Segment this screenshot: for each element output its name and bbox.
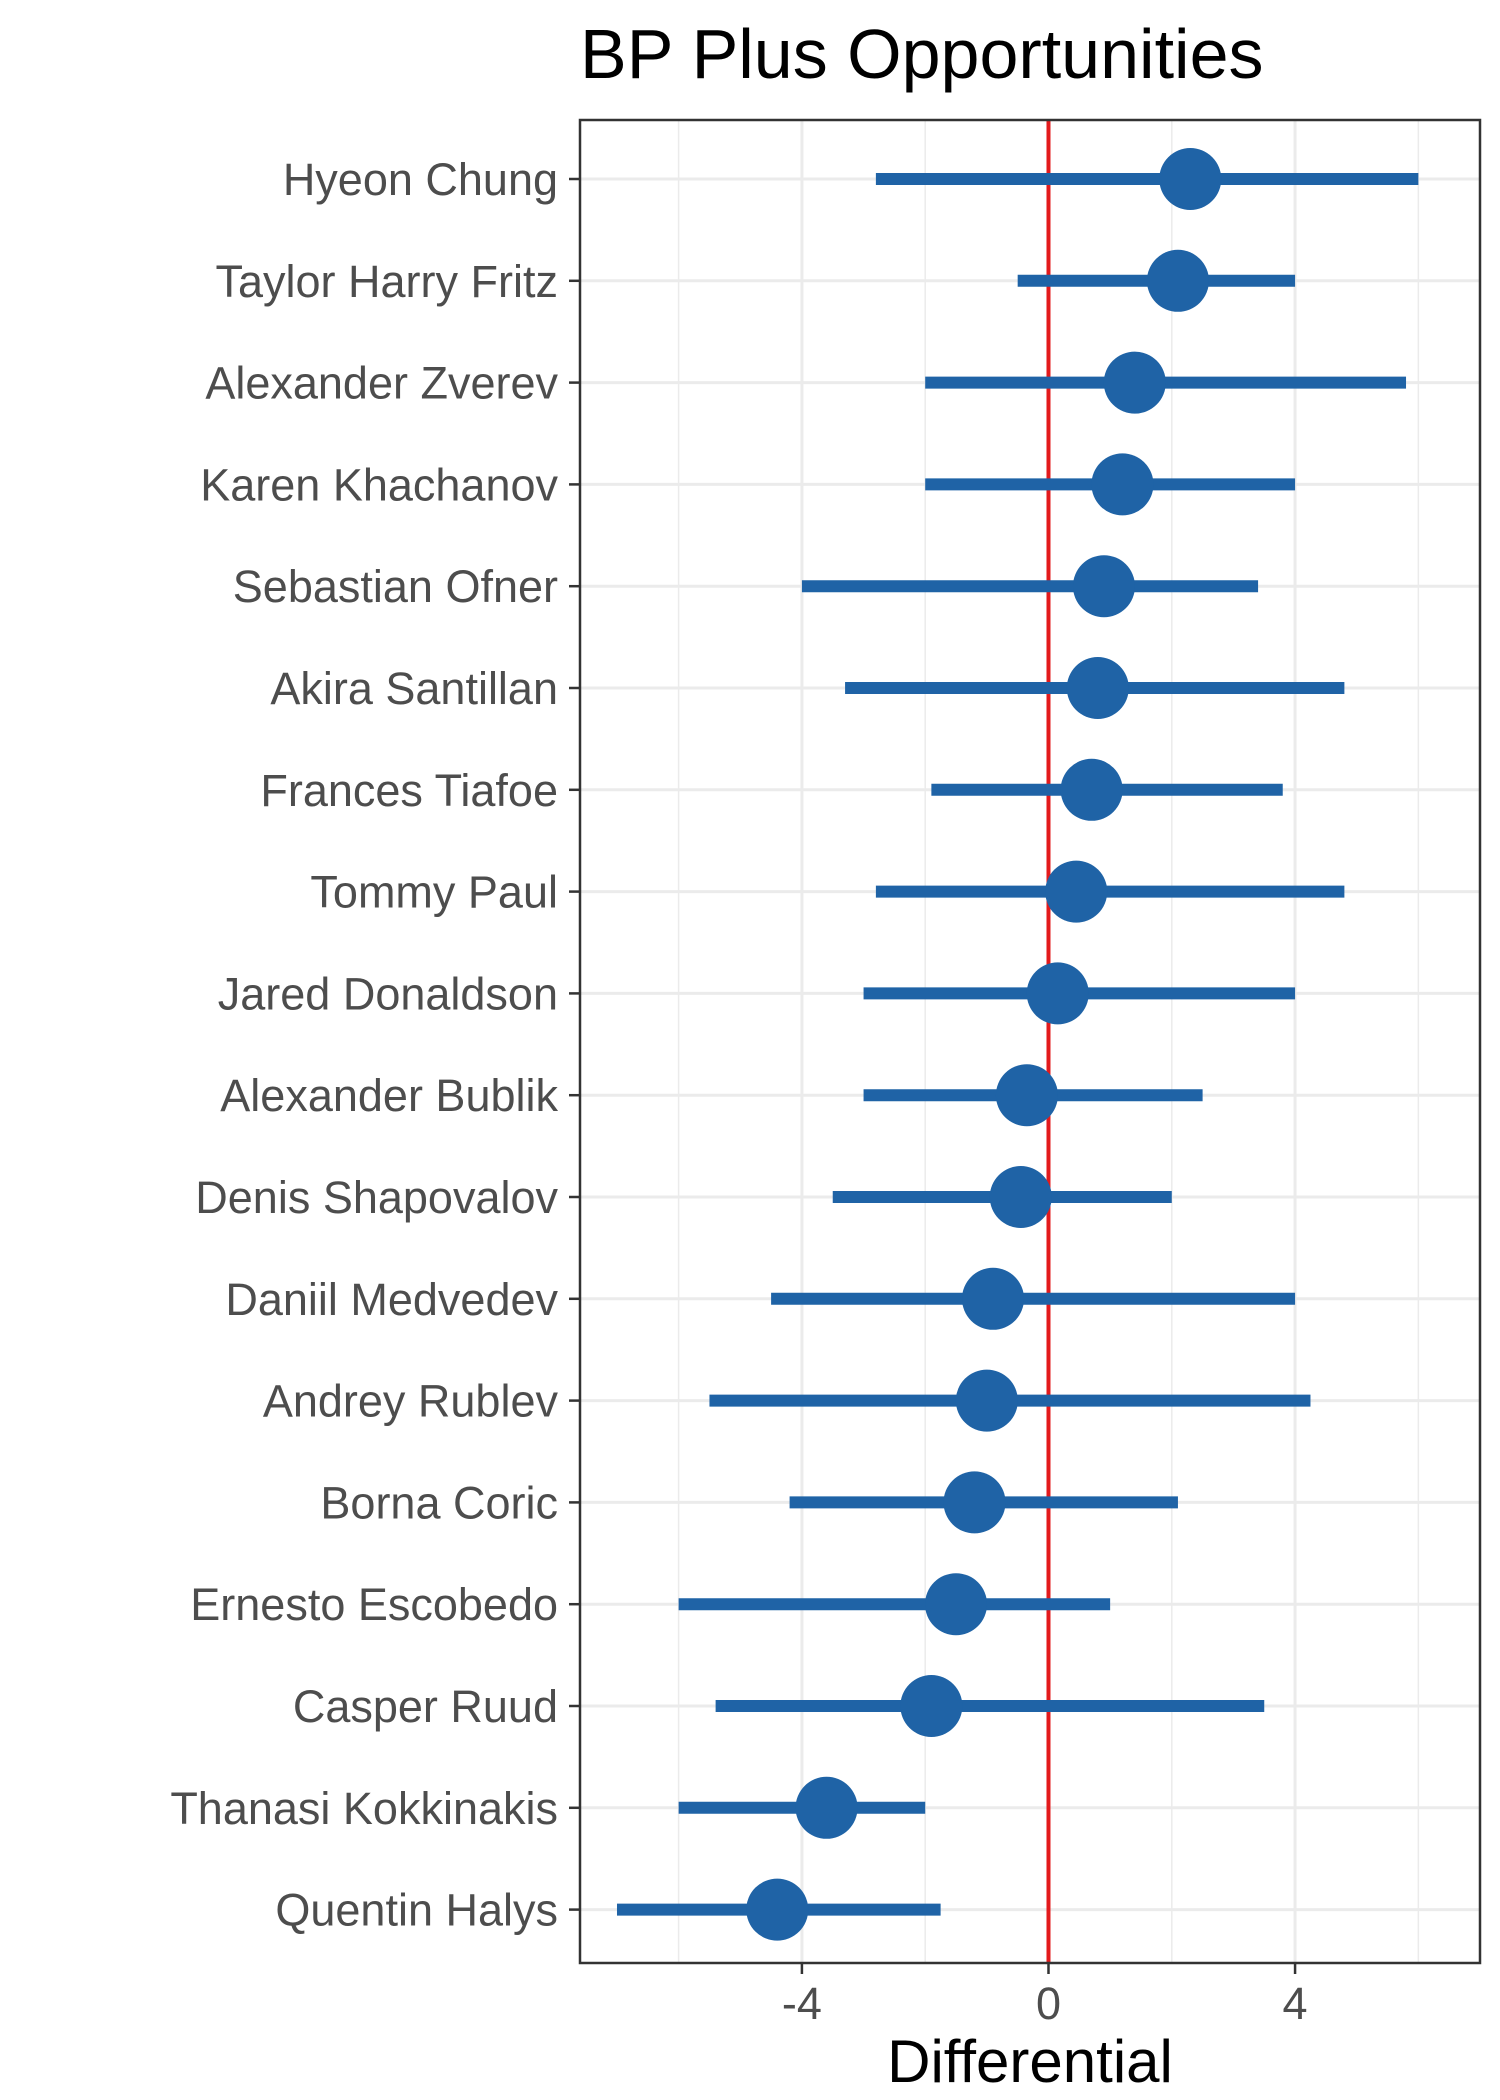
y-tick-label: Alexander Bublik bbox=[220, 1070, 558, 1121]
chart-title: BP Plus Opportunities bbox=[580, 15, 1264, 93]
estimate-point bbox=[746, 1878, 809, 1941]
y-tick-label: Taylor Harry Fritz bbox=[215, 256, 558, 307]
estimate-point bbox=[1159, 148, 1222, 210]
estimate-point bbox=[989, 1166, 1052, 1228]
y-axis: Hyeon Chung Taylor Harry Fritz Alexander Z… bbox=[170, 154, 580, 1936]
y-tick-label: Ernesto Escobedo bbox=[190, 1579, 558, 1630]
estimate-point bbox=[1103, 351, 1166, 414]
y-tick-label: Casper Ruud bbox=[293, 1681, 558, 1732]
estimate-point bbox=[955, 1369, 1018, 1432]
estimate-point bbox=[1091, 453, 1154, 516]
y-tick-label: Quentin Halys bbox=[275, 1885, 558, 1936]
y-tick-label: Daniil Medvedev bbox=[225, 1274, 558, 1325]
y-tick-label: Alexander Zverev bbox=[205, 358, 558, 409]
x-tick-label: -4 bbox=[782, 1978, 822, 2029]
estimate-point bbox=[1066, 657, 1129, 719]
estimate-point bbox=[1045, 860, 1108, 923]
estimate-point bbox=[943, 1471, 1006, 1534]
y-tick-label: Denis Shapovalov bbox=[195, 1172, 558, 1223]
estimate-point bbox=[995, 1064, 1058, 1127]
y-tick-label: Karen Khachanov bbox=[200, 459, 558, 510]
interval-layer bbox=[616, 173, 1419, 1916]
estimate-point bbox=[1146, 249, 1209, 312]
y-tick-label: Hyeon Chung bbox=[283, 154, 558, 205]
estimate-point bbox=[1060, 758, 1123, 821]
estimate-point bbox=[1026, 962, 1089, 1025]
estimate-point bbox=[962, 1267, 1025, 1330]
point-layer bbox=[746, 148, 1222, 1941]
estimate-point bbox=[1072, 555, 1135, 618]
panel-border bbox=[578, 118, 1482, 1965]
y-tick-label: Jared Donaldson bbox=[218, 968, 558, 1019]
y-tick-label: Akira Santillan bbox=[270, 663, 558, 714]
y-tick-label: Tommy Paul bbox=[310, 867, 558, 918]
estimate-point bbox=[925, 1573, 988, 1636]
y-tick-label: Borna Coric bbox=[320, 1477, 558, 1528]
y-tick-label: Frances Tiafoe bbox=[260, 765, 558, 816]
y-tick-label: Andrey Rublev bbox=[263, 1376, 559, 1427]
x-tick-label: 0 bbox=[1036, 1978, 1061, 2029]
y-tick-label: Thanasi Kokkinakis bbox=[170, 1783, 558, 1834]
estimate-point bbox=[795, 1776, 858, 1839]
estimate-point bbox=[900, 1675, 963, 1737]
x-axis-title: Differential bbox=[887, 2028, 1173, 2095]
x-tick-label: 4 bbox=[1283, 1978, 1308, 2029]
grid-layer bbox=[580, 120, 1480, 1963]
x-axis: -4 0 4 bbox=[782, 1963, 1308, 2029]
y-tick-label: Sebastian Ofner bbox=[233, 561, 558, 612]
